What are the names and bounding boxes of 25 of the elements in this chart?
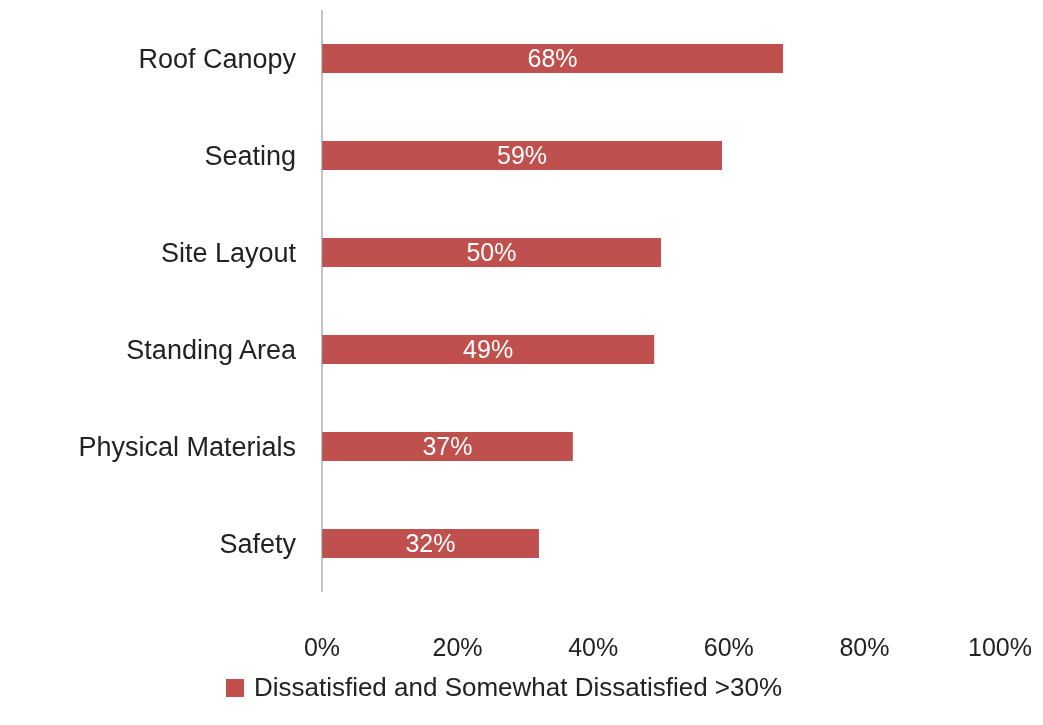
bar bbox=[322, 431, 573, 461]
bar bbox=[322, 43, 784, 73]
bar bbox=[322, 237, 661, 267]
data-label: 37% bbox=[422, 432, 473, 461]
data-label: 68% bbox=[527, 44, 578, 73]
bar bbox=[322, 528, 539, 558]
y-tick-label: Safety bbox=[219, 529, 297, 560]
y-tick-label: Physical Materials bbox=[78, 432, 296, 463]
y-tick-label: Roof Canopy bbox=[138, 44, 297, 75]
bar bbox=[322, 140, 723, 170]
legend-label: Dissatisfied and Somewhat Dissatisfied >30% bbox=[253, 672, 783, 703]
bar bbox=[322, 334, 655, 364]
x-tick-label: 40% bbox=[568, 632, 619, 661]
x-tick-label: 100% bbox=[968, 632, 1032, 661]
x-tick-label: 0% bbox=[303, 632, 341, 661]
x-tick-label: 60% bbox=[703, 632, 754, 661]
data-label: 49% bbox=[463, 335, 514, 364]
y-tick-label: Seating bbox=[204, 141, 296, 172]
y-tick-label: Standing Area bbox=[126, 335, 297, 366]
x-tick-label: 20% bbox=[432, 632, 483, 661]
data-label: 32% bbox=[405, 529, 456, 558]
x-tick-label: 80% bbox=[839, 632, 890, 661]
data-label: 50% bbox=[466, 238, 517, 267]
y-tick-label: Site Layout bbox=[160, 238, 297, 269]
data-label: 59% bbox=[496, 141, 548, 170]
